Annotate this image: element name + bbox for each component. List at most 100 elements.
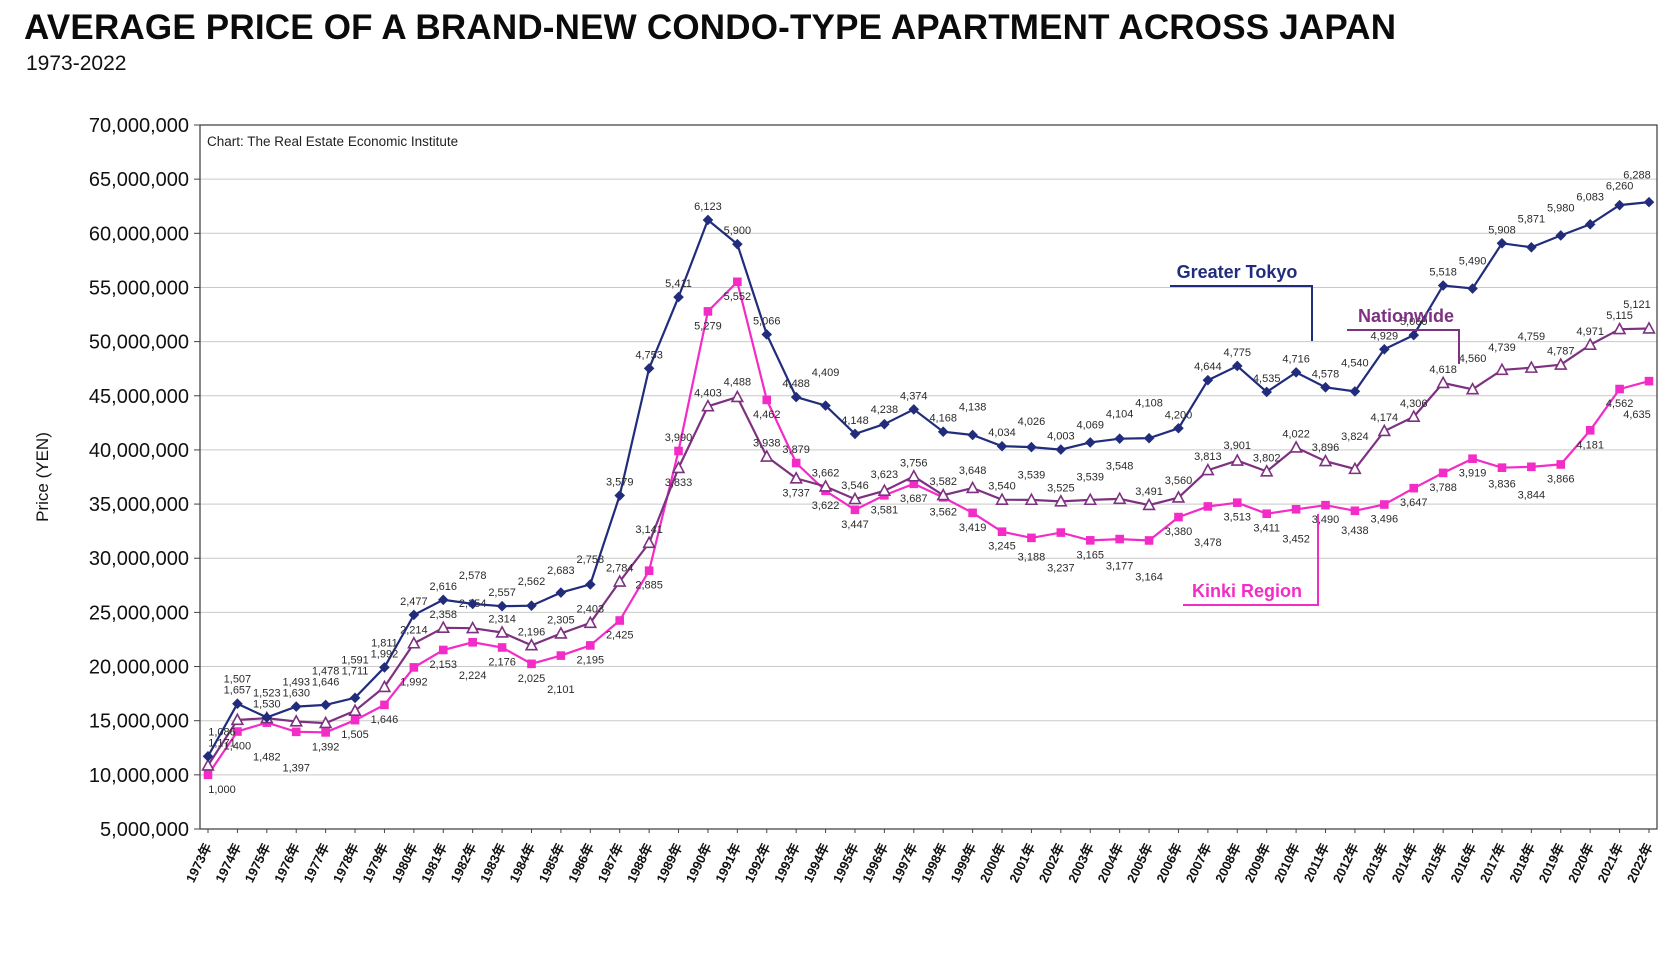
data-point-square <box>1027 533 1036 543</box>
data-point-square <box>644 566 654 575</box>
x-tick-label: 2002年 <box>1036 841 1068 885</box>
y-tick-label: 65,000,000 <box>89 169 189 191</box>
legend-pointer-greater-tokyo <box>1170 285 1313 341</box>
data-point-diamond <box>1055 444 1067 455</box>
data-point-diamond <box>702 214 714 226</box>
data-point-triangle <box>1054 494 1068 507</box>
data-label-kinki-region: 2,176 <box>488 656 516 668</box>
data-label-nationwide: 3,896 <box>1312 442 1340 454</box>
data-label-kinki-region: 3,647 <box>1400 497 1428 509</box>
data-label-kinki-region: 3,165 <box>1076 549 1104 561</box>
data-label-nationwide: 4,618 <box>1429 364 1457 376</box>
data-label-greater-tokyo: 5,908 <box>1488 224 1516 236</box>
data-label-kinki-region: 3,419 <box>959 522 987 534</box>
data-label-kinki-region: 3,164 <box>1135 571 1163 583</box>
data-label-greater-tokyo: 1,171 <box>208 737 236 749</box>
data-point-square <box>1438 468 1448 478</box>
x-tick-label: 2021年 <box>1594 841 1626 885</box>
data-label-kinki-region: 3,879 <box>782 444 810 456</box>
data-label-greater-tokyo: 4,003 <box>1047 431 1075 443</box>
data-point-diamond <box>732 238 743 250</box>
data-label-nationwide: 2,314 <box>488 614 516 626</box>
x-tick-label: 1998年 <box>918 841 950 885</box>
data-label-nationwide: 3,824 <box>1341 431 1369 443</box>
data-label-greater-tokyo: 4,238 <box>871 404 899 416</box>
data-point-diamond <box>673 291 684 303</box>
data-point-triangle <box>1406 409 1421 422</box>
data-label-kinki-region: 3,438 <box>1341 525 1369 537</box>
data-label-greater-tokyo: 1,530 <box>253 698 281 710</box>
data-point-triangle <box>848 491 862 505</box>
data-label-nationwide: 3,938 <box>753 438 781 450</box>
data-label-kinki-region: 3,237 <box>1047 563 1075 575</box>
x-tick-label: 2004年 <box>1094 841 1126 885</box>
data-label-nationwide: 5,115 <box>1606 310 1633 322</box>
data-point-square <box>615 616 625 625</box>
data-point-triangle <box>818 479 833 492</box>
data-point-triangle <box>201 758 215 771</box>
data-label-kinki-region: 3,478 <box>1194 537 1222 549</box>
data-label-kinki-region: 4,462 <box>753 409 781 421</box>
data-label-kinki-region: 3,687 <box>900 493 928 505</box>
legend-label-greater-tokyo: Greater Tokyo <box>1177 262 1298 282</box>
x-tick-label: 2014年 <box>1389 841 1421 885</box>
data-point-square <box>1291 504 1301 514</box>
data-label-kinki-region: 1,392 <box>312 741 340 753</box>
data-point-diamond <box>232 698 243 709</box>
data-point-diamond <box>1526 241 1537 253</box>
data-point-triangle <box>1495 362 1509 376</box>
x-tick-label: 2015年 <box>1418 841 1450 885</box>
data-point-triangle <box>554 626 568 639</box>
data-label-nationwide: 3,648 <box>959 465 987 477</box>
data-point-triangle <box>524 638 539 651</box>
legend-pointer-nationwide <box>1347 329 1460 364</box>
data-point-square <box>1203 502 1213 511</box>
data-label-greater-tokyo: 3,579 <box>606 477 634 489</box>
x-tick-label: 1976年 <box>271 841 303 885</box>
x-tick-label: 2003年 <box>1065 841 1097 885</box>
y-tick-label: 45,000,000 <box>89 386 189 408</box>
series-greater-tokyo: 1,1711,6571,5301,6301,6461,7111,9922,477… <box>202 169 1655 762</box>
data-label-greater-tokyo: 5,060 <box>1400 316 1428 328</box>
data-label-greater-tokyo: 4,026 <box>1018 416 1046 428</box>
x-tick-label: 2020年 <box>1565 841 1597 885</box>
data-point-diamond <box>202 751 214 762</box>
x-tick-label: 1980年 <box>389 841 421 885</box>
x-tick-label: 2006年 <box>1153 841 1185 885</box>
data-label-nationwide: 1,811 <box>371 637 398 649</box>
data-label-nationwide: 4,403 <box>694 387 722 399</box>
data-label-nationwide: 3,560 <box>1165 475 1193 487</box>
data-point-diamond <box>1408 329 1420 341</box>
legend-callout-greater-tokyo: Greater Tokyo <box>1170 262 1313 341</box>
data-label-greater-tokyo: 6,288 <box>1623 169 1651 181</box>
data-point-diamond <box>555 587 567 598</box>
x-tick-label: 2018年 <box>1506 841 1538 885</box>
data-label-kinki-region: 4,181 <box>1576 439 1604 451</box>
x-tick-label: 1987年 <box>595 841 627 885</box>
data-label-greater-tokyo: 5,490 <box>1459 256 1487 268</box>
data-label-nationwide: 4,787 <box>1547 346 1575 358</box>
data-point-triangle <box>730 389 745 403</box>
data-point-square <box>1585 426 1595 435</box>
x-tick-label: 1993年 <box>771 841 803 885</box>
data-point-square <box>527 659 536 669</box>
data-label-kinki-region: 3,490 <box>1312 514 1340 526</box>
data-point-triangle <box>583 615 598 629</box>
y-tick-label: 25,000,000 <box>89 602 189 624</box>
legend-callout-nationwide: Nationwide <box>1347 306 1460 364</box>
data-label-nationwide: 4,174 <box>1371 412 1399 424</box>
x-tick-label: 1991年 <box>712 841 744 885</box>
x-tick-label: 1974年 <box>212 841 244 885</box>
data-label-nationwide: 3,662 <box>812 468 840 480</box>
x-tick-label: 2011年 <box>1301 841 1333 885</box>
x-tick-label: 1988年 <box>624 841 656 885</box>
plot-border <box>199 124 1658 830</box>
data-point-diamond <box>1114 433 1125 444</box>
data-label-greater-tokyo: 4,753 <box>635 349 663 361</box>
page-subtitle: 1973-2022 <box>26 52 127 75</box>
data-label-greater-tokyo: 2,557 <box>488 587 516 599</box>
data-label-kinki-region: 2,025 <box>518 673 546 685</box>
x-tick-label: 2008年 <box>1212 841 1244 885</box>
data-point-diamond <box>1643 196 1655 208</box>
data-label-kinki-region: 3,513 <box>1224 512 1252 524</box>
